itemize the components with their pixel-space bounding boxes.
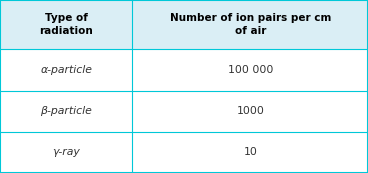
Bar: [0, 90, 368, 132]
Text: γ-ray: γ-ray: [52, 147, 80, 157]
Text: β-particle: β-particle: [40, 106, 92, 116]
Bar: [0, 132, 368, 173]
Text: α-particle: α-particle: [40, 65, 92, 75]
Text: 100 000: 100 000: [227, 65, 273, 75]
Text: 10: 10: [243, 147, 257, 157]
Text: Number of ion pairs per cm
of air: Number of ion pairs per cm of air: [170, 13, 331, 36]
Text: Type of
radiation: Type of radiation: [39, 13, 93, 36]
Text: 1000: 1000: [236, 106, 264, 116]
Bar: [0, 49, 368, 90]
Bar: [0, 0, 368, 49]
